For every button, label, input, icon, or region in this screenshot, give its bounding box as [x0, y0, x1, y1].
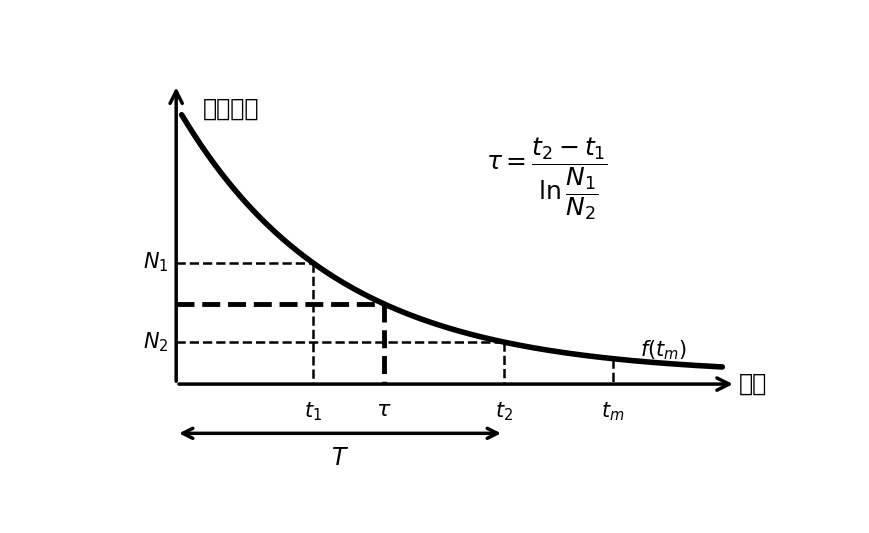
- Text: $T$: $T$: [330, 446, 348, 470]
- Text: $\tau = \dfrac{t_2 - t_1}{\ln\dfrac{N_1}{N_2}}$: $\tau = \dfrac{t_2 - t_1}{\ln\dfrac{N_1}…: [486, 136, 607, 222]
- Text: 计数码值: 计数码值: [203, 97, 259, 121]
- Text: $\tau$: $\tau$: [375, 400, 391, 421]
- Text: $t_m$: $t_m$: [600, 400, 624, 423]
- Text: $f(t_m)$: $f(t_m)$: [640, 338, 687, 362]
- Text: 时间: 时间: [739, 372, 766, 396]
- Text: $t_2$: $t_2$: [494, 400, 513, 423]
- Text: $N_1$: $N_1$: [143, 251, 168, 274]
- Text: $t_1$: $t_1$: [303, 400, 322, 423]
- Text: $N_2$: $N_2$: [143, 330, 168, 354]
